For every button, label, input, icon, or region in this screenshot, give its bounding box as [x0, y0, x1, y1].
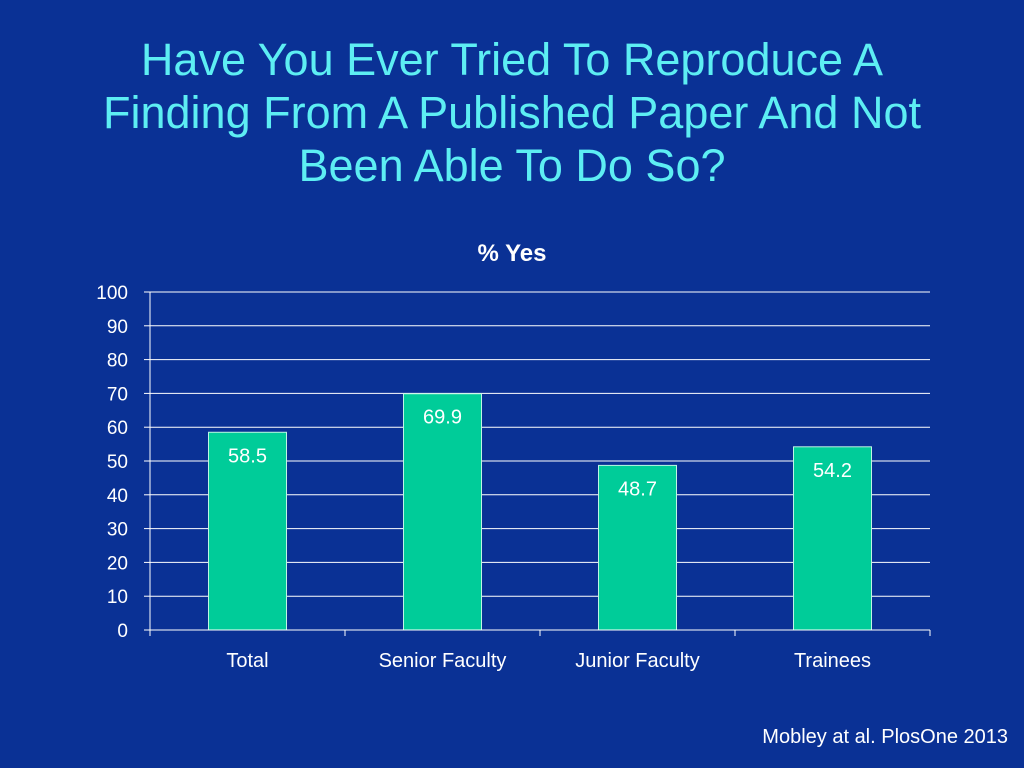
labels: 0 10 20 30 40 50 60 70 80 90 100 58.5 Total 69.9 Senio… — [96, 283, 871, 672]
y-tick-label: 20 — [107, 553, 128, 574]
bar-total — [208, 431, 287, 631]
bar-senior-faculty — [403, 393, 482, 631]
y-tick-label: 60 — [107, 418, 128, 439]
data-label: 48.7 — [618, 478, 657, 500]
data-label: 54.2 — [813, 460, 852, 482]
y-tick-label: 30 — [107, 520, 128, 541]
category-label: Trainees — [794, 650, 871, 672]
y-tick-label: 80 — [107, 351, 128, 372]
category-label: Junior Faculty — [575, 650, 700, 672]
y-tick-label: 10 — [107, 587, 128, 608]
category-label: Total — [226, 650, 268, 672]
y-tick-label: 90 — [107, 317, 128, 338]
y-tick-label: 70 — [107, 384, 128, 405]
y-tick-label: 0 — [117, 621, 128, 642]
data-label: 69.9 — [423, 407, 462, 429]
bar-trainees — [793, 446, 872, 631]
y-tick-label: 50 — [107, 452, 128, 473]
bar-junior-faculty — [598, 464, 677, 631]
bars — [208, 393, 872, 631]
y-tick-label: 100 — [96, 283, 128, 304]
category-label: Senior Faculty — [379, 650, 507, 672]
y-tick-label: 40 — [107, 486, 128, 507]
citation-footer: Mobley at al. PlosOne 2013 — [762, 726, 1008, 748]
bar-chart: % Yes 0 10 20 30 40 50 60 70 80 90 100 58.5 Total 69.… — [96, 240, 931, 672]
data-label: 58.5 — [228, 445, 267, 467]
slide-title: Have You Ever Tried To Reproduce A Findi… — [103, 34, 921, 191]
chart-title: % Yes — [478, 240, 547, 267]
axes — [144, 291, 931, 636]
